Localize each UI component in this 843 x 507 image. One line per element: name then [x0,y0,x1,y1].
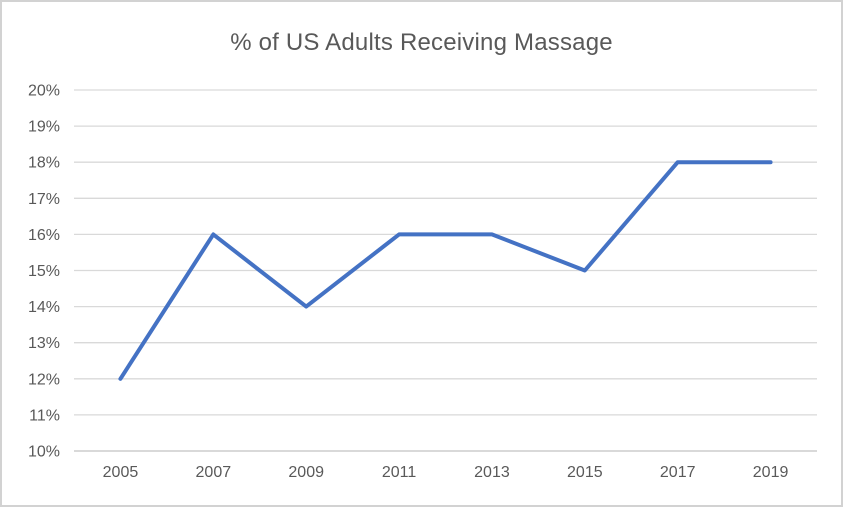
y-tick-label: 14% [28,299,60,316]
x-tick-label: 2015 [567,464,603,481]
x-tick-label: 2011 [382,464,417,481]
x-tick-label: 2009 [288,464,324,481]
x-tick-label: 2007 [196,464,232,481]
y-tick-label: 20% [28,83,60,100]
y-tick-label: 10% [28,444,60,461]
y-tick-label: 12% [28,371,60,388]
x-tick-label: 2019 [753,464,789,481]
y-tick-label: 16% [28,227,60,244]
chart-title: % of US Adults Receiving Massage [230,29,613,56]
y-tick-label: 17% [28,191,60,208]
y-tick-label: 11% [29,407,60,424]
y-tick-label: 13% [28,335,60,352]
x-tick-label: 2013 [474,464,510,481]
y-tick-label: 19% [28,119,60,136]
y-tick-label: 18% [28,155,60,172]
x-tick-label: 2017 [660,464,696,481]
x-tick-label: 2005 [103,464,139,481]
y-tick-label: 15% [28,263,60,280]
data-series-line [118,160,773,381]
